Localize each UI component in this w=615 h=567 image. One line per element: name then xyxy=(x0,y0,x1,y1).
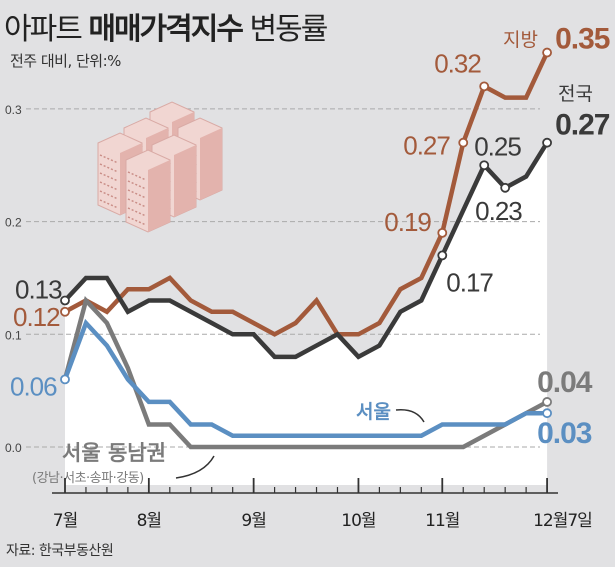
title-bold: 매매가격지수 xyxy=(88,12,244,47)
arrow-icon xyxy=(175,455,215,479)
arrow-icon xyxy=(395,409,425,423)
series-label-seoul-southeast: 서울 동남권 xyxy=(62,441,166,465)
building-windows xyxy=(127,180,147,190)
building-side xyxy=(174,145,196,217)
building-windows xyxy=(127,207,147,217)
apartment-building-illustration xyxy=(97,101,223,233)
data-label: 0.35 xyxy=(555,23,610,56)
x-tick-label: 12월7일 xyxy=(533,511,592,531)
data-label: 0.13 xyxy=(15,274,62,304)
data-point-marker xyxy=(500,182,511,193)
building-windows xyxy=(99,172,119,182)
data-point-marker xyxy=(437,227,448,238)
series-label-seoul: 서울 xyxy=(356,401,391,423)
building-windows xyxy=(99,181,119,191)
y-tick-label: 0.0 xyxy=(5,441,22,455)
building-windows xyxy=(99,199,119,209)
series-line xyxy=(63,141,549,360)
building-windows xyxy=(99,154,119,164)
data-label: 0.06 xyxy=(10,371,57,401)
data-label: 0.19 xyxy=(384,207,431,237)
data-point-marker xyxy=(60,374,70,385)
x-tick-label: 7월 xyxy=(53,511,77,531)
y-tick-label: 0.1 xyxy=(5,328,22,342)
data-point-marker xyxy=(542,397,552,407)
x-tick-label: 11월 xyxy=(425,511,459,531)
chart-subtitle: 전주 대비, 단위:% xyxy=(10,52,121,70)
building-windows xyxy=(99,190,119,200)
series-label-national: 전국 xyxy=(558,83,593,105)
source-note: 자료: 한국부동산원 xyxy=(6,543,114,559)
x-tick-label: 10월 xyxy=(341,511,375,531)
x-tick-label: 9월 xyxy=(241,511,265,531)
data-label: 0.27 xyxy=(555,109,610,142)
data-label: 0.25 xyxy=(474,131,521,161)
data-label: 0.32 xyxy=(434,48,481,78)
building-windows xyxy=(127,171,147,181)
y-tick-label: 0.2 xyxy=(5,216,22,230)
data-point-marker xyxy=(542,137,552,148)
data-point-marker xyxy=(542,47,552,58)
series-label-jibang: 지방 xyxy=(503,29,538,51)
data-point-marker xyxy=(479,160,490,171)
data-label: 0.27 xyxy=(403,131,450,161)
data-point-marker xyxy=(437,250,448,261)
building-windows xyxy=(127,216,147,226)
data-point-marker xyxy=(479,81,490,92)
plot-area-background xyxy=(65,142,548,485)
series-line xyxy=(62,295,549,450)
data-point-marker xyxy=(60,295,70,306)
data-label: 0.03 xyxy=(537,417,592,450)
data-label: 0.23 xyxy=(475,196,522,226)
series-line xyxy=(62,318,548,438)
x-tick-label: 8월 xyxy=(137,511,161,531)
building-side xyxy=(148,160,170,232)
data-point-marker xyxy=(458,137,469,148)
data-point-marker xyxy=(60,306,70,317)
building-windows xyxy=(127,189,147,199)
title-rest: 변동률 xyxy=(249,12,329,47)
series-sublabel-seoul-southeast: (강남·서초·송파·강동) xyxy=(32,471,144,486)
series-line xyxy=(63,51,550,337)
building-side xyxy=(200,128,222,200)
data-label: 0.17 xyxy=(446,267,493,297)
building-windows xyxy=(127,198,147,208)
data-label: 0.04 xyxy=(537,366,593,399)
title-light: 아파트 xyxy=(4,12,83,47)
building-windows xyxy=(99,163,119,173)
y-tick-label: 0.3 xyxy=(5,103,22,117)
data-label: 0.12 xyxy=(13,302,60,332)
data-point-marker xyxy=(542,408,552,419)
chart-title: 아파트 매매가격지수 변동률 xyxy=(4,4,329,48)
